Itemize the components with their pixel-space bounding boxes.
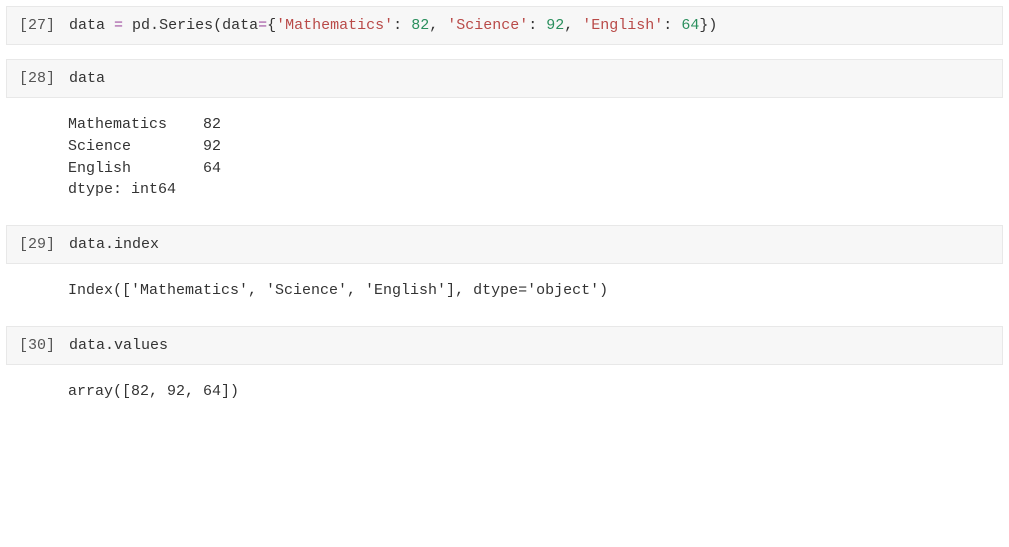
- code-token: :: [528, 17, 546, 34]
- code-token: (: [213, 17, 222, 34]
- code-token: pd: [123, 17, 150, 34]
- code-token: ): [708, 17, 717, 34]
- notebook-cell: [29]data.index Index(['Mathematics', 'Sci…: [6, 225, 1003, 312]
- input-row[interactable]: [29]data.index: [6, 225, 1003, 264]
- input-row[interactable]: [30]data.values: [6, 326, 1003, 365]
- input-prompt: [29]: [19, 236, 69, 253]
- notebook-cell: [30]data.values array([82, 92, 64]): [6, 326, 1003, 413]
- code-token: ,: [429, 17, 447, 34]
- code-token: values: [114, 337, 168, 354]
- code-token: 'Mathematics': [276, 17, 393, 34]
- output-content: Mathematics 82 Science 92 English 64 dty…: [68, 114, 221, 201]
- code-token: =: [114, 17, 123, 34]
- output-row: Index(['Mathematics', 'Science', 'Englis…: [6, 270, 1003, 312]
- code-token: index: [114, 236, 159, 253]
- code-content[interactable]: data: [69, 70, 105, 87]
- code-content[interactable]: data.index: [69, 236, 159, 253]
- code-token: .: [150, 17, 159, 34]
- input-prompt: [28]: [19, 70, 69, 87]
- code-token: }: [699, 17, 708, 34]
- notebook-container: [27]data = pd.Series(data={'Mathematics'…: [6, 6, 1003, 413]
- code-token: data: [69, 70, 105, 87]
- output-row: Mathematics 82 Science 92 English 64 dty…: [6, 104, 1003, 211]
- input-prompt: [30]: [19, 337, 69, 354]
- code-token: =: [258, 17, 267, 34]
- code-token: Series: [159, 17, 213, 34]
- output-content: Index(['Mathematics', 'Science', 'Englis…: [68, 280, 608, 302]
- notebook-cell: [28]data Mathematics 82 Science 92 Englis…: [6, 59, 1003, 211]
- output-row: array([82, 92, 64]): [6, 371, 1003, 413]
- code-content[interactable]: data = pd.Series(data={'Mathematics': 82…: [69, 17, 717, 34]
- code-token: data: [69, 337, 105, 354]
- code-token: .: [105, 236, 114, 253]
- notebook-cell: [27]data = pd.Series(data={'Mathematics'…: [6, 6, 1003, 45]
- code-token: 92: [546, 17, 564, 34]
- input-row[interactable]: [27]data = pd.Series(data={'Mathematics'…: [6, 6, 1003, 45]
- code-content[interactable]: data.values: [69, 337, 168, 354]
- code-token: :: [393, 17, 411, 34]
- code-token: data: [222, 17, 258, 34]
- code-token: data: [69, 236, 105, 253]
- code-token: 64: [681, 17, 699, 34]
- input-row[interactable]: [28]data: [6, 59, 1003, 98]
- code-token: data: [69, 17, 114, 34]
- code-token: :: [663, 17, 681, 34]
- code-token: {: [267, 17, 276, 34]
- input-prompt: [27]: [19, 17, 69, 34]
- output-content: array([82, 92, 64]): [68, 381, 239, 403]
- code-token: 'English': [582, 17, 663, 34]
- code-token: 'Science': [447, 17, 528, 34]
- code-token: ,: [564, 17, 582, 34]
- code-token: .: [105, 337, 114, 354]
- code-token: 82: [411, 17, 429, 34]
